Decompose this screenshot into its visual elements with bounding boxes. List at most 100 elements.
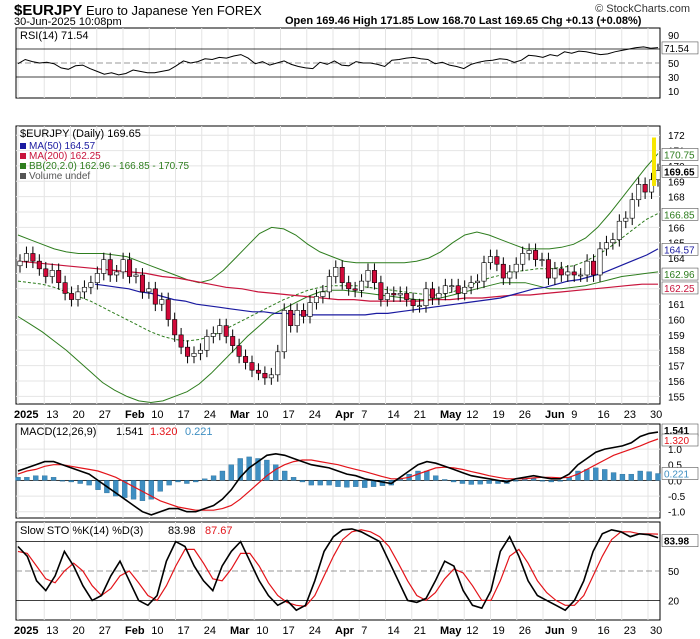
candle-up: [217, 325, 223, 334]
macd-histogram-bar: [15, 477, 21, 481]
value-badge: [661, 267, 699, 281]
y-tick-label: 155: [668, 392, 685, 403]
x-tick-label: 20: [73, 625, 85, 637]
legend-swatch: [20, 143, 26, 149]
candle-up: [81, 286, 87, 293]
ma50-line: [94, 248, 659, 316]
candle-up: [584, 260, 590, 276]
macd-signal-line: [17, 438, 659, 511]
candle-up: [629, 199, 635, 219]
x-tick-label: 26: [519, 409, 531, 421]
value-badge-label: 71.54: [664, 44, 689, 55]
candle-down: [288, 310, 294, 326]
x-tick-label: 12: [466, 409, 478, 421]
symbol: $EURJPY: [14, 2, 83, 19]
x-tick-label: May: [440, 625, 462, 637]
credit: © StockCharts.com: [595, 3, 690, 15]
macd-histogram-bar: [557, 480, 563, 482]
macd-line: [17, 431, 659, 516]
x-tick-label: 10: [151, 625, 163, 637]
macd-histogram-bar: [184, 480, 190, 484]
candle-up: [384, 293, 390, 300]
candle-down: [69, 293, 75, 300]
x-tick-label: 19: [493, 625, 505, 637]
value-badge-label: 1.320: [664, 436, 689, 447]
legend-swatch: [20, 173, 26, 179]
legend-label: Volume undef: [29, 171, 90, 182]
macd-histogram-bar: [610, 472, 617, 481]
candle-down: [30, 253, 36, 262]
candle-up: [326, 276, 332, 293]
x-tick-label: 30: [650, 625, 662, 637]
macd-histogram-bar: [593, 467, 599, 481]
macd-histogram-bar: [628, 473, 634, 481]
x-tick-label: 9: [571, 625, 577, 637]
x-tick-label: 2025: [14, 409, 38, 421]
candle-up: [313, 296, 319, 303]
x-tick-label: 10: [256, 625, 268, 637]
value-badge-label: 162.25: [664, 284, 695, 295]
y-tick-label: 0.5: [668, 461, 682, 472]
x-tick-label: 17: [283, 625, 295, 637]
macd-histogram-bar: [148, 480, 154, 500]
candle-up: [468, 282, 474, 288]
x-tick-label: Feb: [125, 625, 145, 637]
x-tick-label: 16: [598, 409, 610, 421]
y-tick-label: 20: [668, 596, 680, 607]
candle-up: [281, 310, 287, 353]
macd-histogram-bar: [655, 473, 661, 481]
candle-up: [462, 286, 468, 294]
candle-down: [533, 250, 539, 260]
candle-down: [243, 356, 249, 363]
value-badge-label: 170.75: [664, 150, 695, 161]
ohlc-summary: Open 169.46 High 171.85 Low 168.70 Last …: [285, 15, 642, 27]
x-tick-label: 14: [388, 625, 400, 637]
macd-histogram-bar: [228, 464, 234, 481]
value-badge: [661, 281, 699, 295]
candle-up: [294, 310, 300, 326]
macd-histogram-bar: [442, 479, 448, 481]
macd-histogram-bar: [202, 478, 208, 481]
candle-up: [507, 271, 513, 279]
price-panel: [15, 125, 661, 405]
candle-down: [230, 336, 236, 346]
candle-up: [623, 217, 629, 222]
value-badge: [661, 148, 699, 161]
candle-down: [429, 288, 435, 299]
x-tick-label: 13: [46, 409, 58, 421]
macd-signal-value: 1.320: [150, 426, 178, 438]
x-tick-label: Jun: [545, 625, 565, 637]
x-tick-label: 13: [46, 625, 58, 637]
candle-down: [378, 282, 384, 300]
macd-histogram-bar: [335, 480, 341, 487]
x-tick-label: 24: [204, 625, 216, 637]
candle-up: [616, 220, 622, 240]
candle-up: [397, 293, 403, 296]
y-tick-label: 166: [668, 223, 685, 234]
candle-down: [404, 293, 410, 300]
candle-down: [558, 268, 564, 276]
y-tick-label: 30: [668, 73, 680, 84]
stoch-label: Slow STO %K(14) %D(3): [20, 525, 143, 537]
candle-down: [545, 259, 551, 279]
y-tick-label: 169: [668, 177, 685, 188]
macd-histogram-bar: [424, 470, 430, 481]
value-badge: [661, 165, 699, 178]
candle-down: [249, 362, 255, 371]
y-tick-label: 158: [668, 346, 685, 357]
candle-down: [139, 274, 145, 293]
last-range-bar: [652, 137, 656, 186]
y-tick-label: 1.0: [668, 445, 682, 456]
x-tick-label: Apr: [335, 409, 355, 421]
candle-up: [481, 262, 487, 282]
y-tick-label: 164: [668, 254, 685, 265]
candle-up: [597, 248, 603, 276]
value-badge-label: 162.96: [664, 270, 695, 281]
x-tick-label: Apr: [335, 625, 355, 637]
candle-down: [500, 263, 506, 279]
macd-label: MACD(12,26,9): [20, 426, 96, 438]
x-tick-label: 17: [283, 409, 295, 421]
candle-up: [513, 263, 519, 273]
y-tick-label: 172: [668, 131, 685, 142]
y-tick-label: 50: [668, 567, 680, 578]
